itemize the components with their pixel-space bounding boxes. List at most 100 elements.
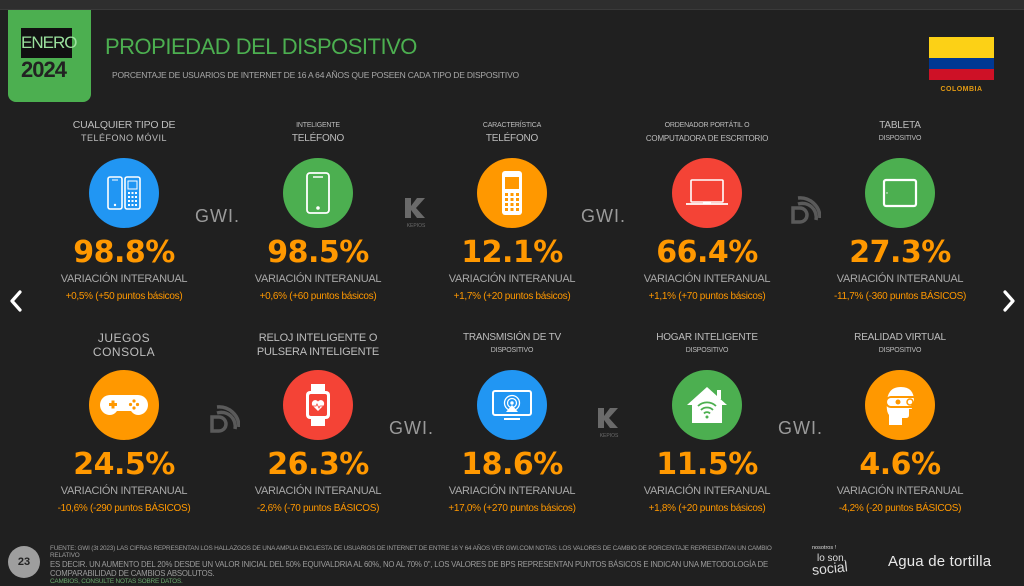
device-label-top: TRANSMISIÓN DE TV (462, 332, 562, 343)
brand-text: lo son. (817, 553, 847, 564)
variation-value: -4,2% (-20 puntos BÁSICOS) (838, 503, 962, 514)
device-percentage: 4.6% (859, 447, 941, 482)
device-percentage: 66.4% (656, 235, 758, 270)
vr-headset-icon (865, 370, 935, 440)
kepios-logo-icon: KEPIOS (596, 406, 622, 440)
smartphone-icon (283, 158, 353, 228)
device-label-top: HOGAR INTELIGENTE (656, 332, 758, 343)
variation-label: VARIACIÓN INTERANUAL (448, 485, 576, 497)
page-title: PROPIEDAD DEL DISPOSITIVO (105, 34, 417, 59)
laptop-icon (672, 158, 742, 228)
variation-value: -2,6% (-70 puntos BÁSICOS) (256, 503, 380, 514)
device-label-bottom: COMPUTADORA DE ESCRITORIO (645, 134, 769, 143)
kepios-logo-icon: KEPIOS (403, 196, 429, 230)
footnote-line-1: FUENTE: GWI (3t 2023) LAS CIFRAS REPRESE… (50, 545, 772, 560)
chevron-right-icon (1003, 290, 1015, 312)
footnote: FUENTE: GWI (3t 2023) LAS CIFRAS REPRESE… (50, 545, 795, 585)
device-card-feature-phone: CARACTERÍSTICA TELÉFONO 12.1% VARIACIÓN … (422, 119, 602, 302)
brand-text: social (811, 558, 849, 578)
gwi-logo: GWI. (195, 206, 240, 226)
device-card-laptop: ORDENADOR PORTÁTIL O COMPUTADORA DE ESCR… (617, 119, 797, 302)
colombia-flag-icon (929, 37, 994, 80)
device-label-top: RELOJ INTELIGENTE O (258, 332, 378, 344)
country-label: COLOMBIA (940, 86, 983, 93)
variation-value: +17,0% (+270 puntos básicos) (448, 503, 576, 514)
date-year: 2024 (21, 57, 67, 82)
device-percentage: 12.1% (461, 235, 563, 270)
device-label-bottom: CONSOLA (92, 345, 156, 359)
gwi-logo: GWI. (581, 206, 626, 226)
svg-text:KEPIOS: KEPIOS (407, 223, 426, 229)
variation-label: VARIACIÓN INTERANUAL (254, 273, 382, 285)
variation-label: VARIACIÓN INTERANUAL (448, 273, 576, 285)
footnote-line-2: ES DECIR. UN AUMENTO DEL 20% DESDE UN VA… (50, 559, 769, 578)
variation-label: VARIACIÓN INTERANUAL (643, 485, 771, 497)
device-label-bottom: TELÉFONO (291, 133, 345, 144)
smart-home-icon (672, 370, 742, 440)
device-label-bottom: DISPOSITIVO (490, 347, 534, 354)
svg-text:KEPIOS: KEPIOS (600, 433, 619, 439)
device-label-bottom: DISPOSITIVO (878, 135, 922, 142)
device-label-top: CUALQUIER TIPO DE (72, 119, 176, 131)
gwi-logo: GWI. (778, 418, 823, 438)
chevron-left-icon (10, 290, 22, 312)
smartwatch-icon (283, 370, 353, 440)
device-card-any-mobile: CUALQUIER TIPO DE TELÉFONO MÓVIL 98.8% V… (34, 119, 214, 302)
footnote-line-3: CAMBIOS, CONSULTE NOTAS SOBRE DATOS. (50, 577, 183, 585)
datareportal-logo-icon (789, 196, 822, 228)
brand-logo-agua-de-tortilla: Agua de tortilla (888, 553, 992, 570)
variation-value: +1,7% (+20 puntos básicos) (453, 291, 571, 302)
variation-label: VARIACIÓN INTERANUAL (836, 273, 964, 285)
device-label-bottom: TELÉFONO MÓVIL (80, 133, 167, 143)
next-slide-button[interactable] (997, 286, 1021, 316)
device-label-bottom: TELÉFONO (485, 133, 539, 144)
device-card-tablet: TABLETA DISPOSITIVO 27.3% VARIACIÓN INTE… (810, 119, 990, 302)
tv-streaming-icon (477, 370, 547, 440)
device-label-bottom: PULSERA INTELIGENTE (256, 346, 380, 358)
device-percentage: 27.3% (849, 235, 951, 270)
device-label-bottom: DISPOSITIVO (685, 347, 729, 354)
device-label-top: TABLETA (879, 120, 921, 131)
variation-label: VARIACIÓN INTERANUAL (836, 485, 964, 497)
device-percentage: 98.8% (73, 235, 175, 270)
gwi-logo: GWI. (389, 418, 434, 438)
device-card-game-console: JUEGOS CONSOLA 24.5% VARIACIÓN INTERANUA… (34, 331, 214, 514)
device-label-top: INTELIGENTE (296, 122, 340, 129)
mobile-phones-icon (89, 158, 159, 228)
variation-value: +1,1% (+70 puntos básicos) (648, 291, 766, 302)
device-card-vr: REALIDAD VIRTUAL DISPOSITIVO 4.6% VARIAC… (810, 331, 990, 514)
device-percentage: 18.6% (461, 447, 563, 482)
variation-value: +1,8% (+20 puntos básicos) (648, 503, 766, 514)
variation-value: -10,6% (-290 puntos BÁSICOS) (57, 503, 191, 514)
datareportal-logo-icon (208, 405, 241, 437)
top-bar (0, 0, 1024, 10)
device-label-bottom: DISPOSITIVO (878, 347, 922, 354)
variation-value: +0,5% (+50 puntos básicos) (65, 291, 183, 302)
device-label-top: ORDENADOR PORTÁTIL O (664, 122, 750, 129)
device-card-smartphone: INTELIGENTE TELÉFONO 98.5% VARIACIÓN INT… (228, 119, 408, 302)
variation-value: -11,7% (-360 puntos BÁSICOS) (833, 291, 967, 302)
gamepad-icon (89, 370, 159, 440)
variation-label: VARIACIÓN INTERANUAL (643, 273, 771, 285)
page-number: 23 (8, 546, 40, 578)
page-subtitle: PORCENTAJE DE USUARIOS DE INTERNET DE 16… (112, 70, 519, 80)
variation-label: VARIACIÓN INTERANUAL (60, 273, 188, 285)
device-percentage: 11.5% (656, 447, 758, 482)
device-label-top: CARACTERÍSTICA (482, 122, 542, 129)
variation-label: VARIACIÓN INTERANUAL (60, 485, 188, 497)
device-percentage: 98.5% (267, 235, 369, 270)
device-percentage: 26.3% (267, 447, 369, 482)
previous-slide-button[interactable] (4, 286, 28, 316)
variation-value: +0,6% (+60 puntos básicos) (259, 291, 377, 302)
device-card-tv-streaming: TRANSMISIÓN DE TV DISPOSITIVO 18.6% VARI… (422, 331, 602, 514)
device-card-smart-home: HOGAR INTELIGENTE DISPOSITIVO 11.5% VARI… (617, 331, 797, 514)
device-percentage: 24.5% (73, 447, 175, 482)
date-month: ENERO (21, 28, 77, 58)
variation-label: VARIACIÓN INTERANUAL (254, 485, 382, 497)
device-card-smartwatch: RELOJ INTELIGENTE O PULSERA INTELIGENTE … (228, 331, 408, 514)
tablet-icon (865, 158, 935, 228)
device-label-top: REALIDAD VIRTUAL (854, 332, 946, 343)
brand-tagline: nosotros ! (812, 545, 837, 551)
brand-logo-social: nosotros ! lo son. social (811, 545, 849, 578)
feature-phone-icon (477, 158, 547, 228)
